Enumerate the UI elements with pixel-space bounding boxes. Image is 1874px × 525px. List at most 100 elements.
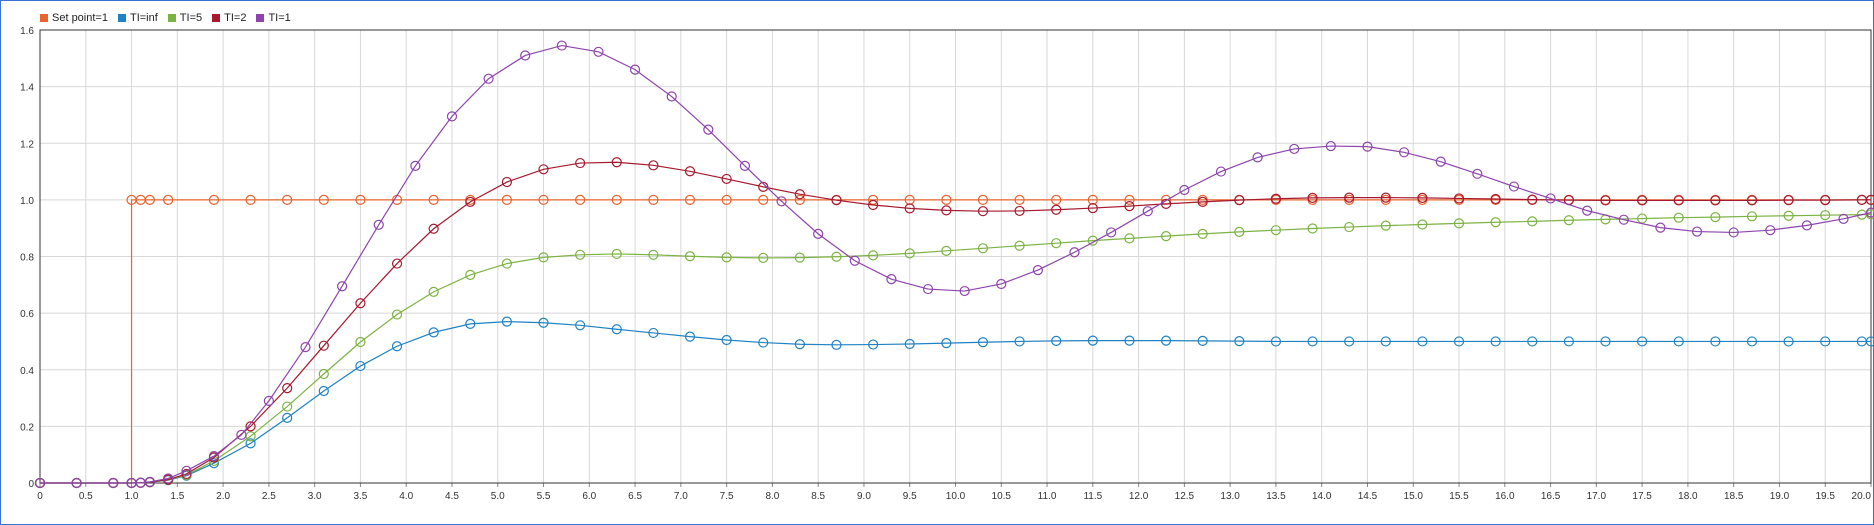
data-point-marker	[355, 298, 366, 309]
x-tick-label: 15.5	[1449, 491, 1469, 502]
data-point-marker	[1069, 247, 1080, 258]
data-point-marker	[1490, 193, 1501, 205]
data-point-marker	[245, 421, 256, 432]
data-point-marker	[977, 194, 989, 205]
y-tick-label: 0	[28, 479, 34, 490]
data-point-marker	[144, 194, 155, 205]
legend-label: TI=1	[268, 12, 291, 24]
legend-swatch	[40, 14, 48, 22]
data-point-marker	[868, 199, 879, 211]
data-point-marker	[794, 339, 805, 350]
data-point-marker	[465, 318, 476, 329]
data-point-marker	[538, 194, 549, 205]
data-point-marker	[1527, 336, 1538, 347]
data-point-marker	[1160, 335, 1172, 346]
data-point-marker	[1527, 194, 1538, 205]
data-point-marker	[1106, 227, 1117, 238]
data-point-marker	[282, 383, 293, 394]
data-point-marker	[1765, 225, 1776, 236]
x-tick-label: 14.5	[1358, 491, 1378, 502]
data-point-marker	[831, 195, 842, 206]
x-tick-label: 18.0	[1678, 491, 1698, 502]
data-point-marker	[391, 309, 403, 320]
data-point-marker	[1417, 219, 1428, 230]
data-point-marker	[1527, 216, 1538, 227]
data-point-marker	[1032, 264, 1043, 276]
x-tick-label: 13.0	[1220, 491, 1240, 502]
data-point-marker	[181, 465, 192, 476]
data-point-marker	[1417, 192, 1428, 203]
data-point-marker	[1197, 228, 1208, 239]
legend-item-ti-inf[interactable]: TI=inf	[117, 11, 158, 25]
data-point-marker	[1160, 231, 1172, 242]
data-point-marker	[245, 194, 256, 205]
x-tick-label: 12.0	[1129, 491, 1149, 502]
data-point-marker	[556, 40, 567, 51]
x-tick-label: 2.0	[216, 491, 230, 502]
x-tick-label: 9.0	[857, 491, 871, 502]
legend-item-ti-5[interactable]: TI=5	[167, 11, 202, 25]
data-point-marker	[1563, 336, 1574, 347]
legend-item-set-point[interactable]: Set point=1	[40, 11, 108, 25]
data-point-marker	[1014, 240, 1025, 251]
x-tick-label: 6.0	[582, 491, 596, 502]
data-point-marker	[428, 194, 439, 205]
data-point-marker	[1307, 192, 1318, 203]
data-point-marker	[1252, 152, 1263, 163]
x-tick-label: 19.0	[1770, 491, 1790, 502]
data-point-marker	[1618, 214, 1629, 225]
data-point-marker	[776, 196, 787, 207]
data-point-marker	[648, 160, 659, 171]
data-point-marker	[611, 324, 622, 335]
data-point-marker	[1783, 210, 1794, 221]
data-point-marker	[163, 194, 174, 205]
x-tick-label: 0	[37, 491, 43, 502]
data-point-marker	[391, 341, 403, 352]
data-point-marker	[904, 248, 915, 259]
data-point-marker	[282, 401, 293, 412]
data-point-marker	[794, 194, 805, 205]
x-tick-label: 2.5	[262, 491, 276, 502]
data-point-marker	[1783, 195, 1794, 206]
data-point-marker	[1673, 336, 1684, 347]
legend-swatch	[212, 14, 221, 22]
x-tick-label: 3.0	[308, 491, 322, 502]
x-tick-label: 4.5	[445, 491, 459, 502]
data-point-marker	[1746, 195, 1758, 206]
data-point-marker	[1838, 213, 1849, 224]
data-point-marker	[941, 194, 952, 205]
data-point-marker	[575, 194, 586, 205]
data-point-marker	[904, 203, 915, 214]
data-point-marker	[1655, 222, 1666, 233]
data-point-marker	[849, 255, 860, 266]
data-point-marker	[1746, 211, 1758, 222]
data-point-marker	[1453, 218, 1465, 229]
data-point-marker	[1325, 140, 1336, 152]
data-point-marker	[1344, 221, 1355, 233]
x-tick-label: 15.0	[1404, 491, 1424, 502]
data-point-marker	[538, 252, 549, 263]
data-point-marker	[1087, 235, 1098, 246]
data-point-marker	[721, 252, 732, 263]
data-point-marker	[1051, 204, 1062, 215]
legend-item-ti-1[interactable]: TI=1	[256, 11, 291, 25]
data-point-marker	[941, 205, 952, 216]
data-point-marker	[1344, 336, 1355, 347]
data-point-marker	[1710, 336, 1721, 347]
data-point-marker	[465, 196, 476, 207]
y-tick-label: 1.4	[20, 83, 34, 94]
series-line-4	[40, 44, 1872, 484]
data-point-marker	[611, 157, 622, 168]
data-point-marker	[941, 338, 952, 349]
x-tick-label: 18.5	[1724, 491, 1744, 502]
data-point-marker	[721, 334, 732, 346]
x-tick-label: 11.0	[1038, 491, 1057, 502]
data-point-marker	[1472, 168, 1483, 179]
data-point-marker	[1289, 143, 1300, 155]
data-point-marker	[703, 124, 714, 135]
legend-item-ti-2[interactable]: TI=2	[212, 11, 246, 25]
data-point-marker	[236, 429, 247, 440]
legend-swatch	[117, 14, 126, 22]
data-point-marker	[520, 50, 531, 61]
data-point-marker	[1820, 195, 1831, 206]
